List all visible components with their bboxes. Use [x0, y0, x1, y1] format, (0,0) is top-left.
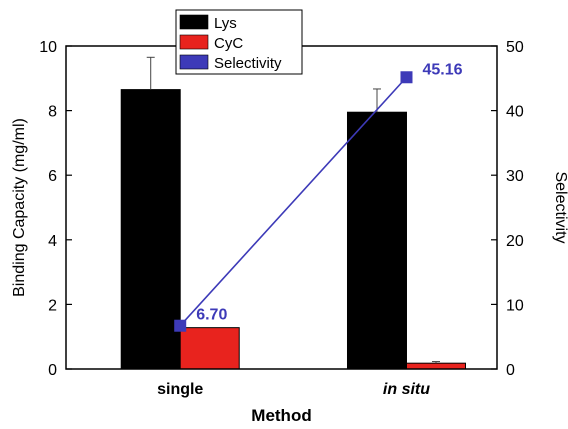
right-tick-label-2: 20 [506, 233, 524, 250]
left-tick-label-1: 2 [48, 297, 57, 314]
legend: Lys CyC Selectivity [175, 9, 303, 75]
category-labels: single in situ [157, 381, 430, 398]
legend-label-lys: Lys [214, 15, 237, 32]
bar-cyc-1 [405, 362, 466, 370]
right-tick-label-4: 40 [506, 104, 524, 121]
bar-lys-0 [120, 89, 181, 370]
data-labels: 6.70 45.16 [196, 61, 462, 323]
y-axis-title-right: Selectivity [552, 171, 568, 243]
left-axis-ticks: 0 2 4 6 8 10 [39, 39, 72, 379]
y-axis-title-left: Binding Capacity (mg/ml) [11, 118, 28, 297]
right-axis-ticks: 0 10 20 30 40 50 [491, 39, 524, 379]
category-label-1: in situ [383, 381, 430, 398]
selectivity-point-1 [400, 71, 413, 84]
bar-cyc-0 [179, 327, 240, 370]
right-tick-label-0: 0 [506, 362, 515, 379]
legend-swatch-cyc [179, 34, 209, 50]
right-tick-label-3: 30 [506, 168, 524, 185]
bar-lys-1 [346, 111, 407, 370]
right-tick-label-5: 50 [506, 39, 524, 56]
bars-layer [120, 89, 466, 370]
selectivity-line-layer [174, 71, 413, 332]
category-label-0: single [157, 381, 203, 398]
error-bars-layer [146, 56, 440, 364]
legend-swatch-lys [179, 14, 209, 30]
right-tick-label-1: 10 [506, 297, 524, 314]
left-tick-label-4: 8 [48, 104, 57, 121]
selectivity-line [179, 76, 408, 327]
left-tick-label-3: 6 [48, 168, 57, 185]
left-tick-label-0: 0 [48, 362, 57, 379]
selectivity-point-0 [174, 319, 187, 332]
left-tick-label-2: 4 [48, 233, 57, 250]
x-axis-title: Method [251, 406, 311, 425]
selectivity-label-1: 45.16 [422, 61, 462, 78]
legend-label-selectivity: Selectivity [214, 55, 282, 72]
legend-label-cyc: CyC [214, 35, 243, 52]
selectivity-label-0: 6.70 [196, 307, 227, 324]
left-tick-label-5: 10 [39, 39, 57, 56]
legend-swatch-selectivity [179, 54, 209, 70]
